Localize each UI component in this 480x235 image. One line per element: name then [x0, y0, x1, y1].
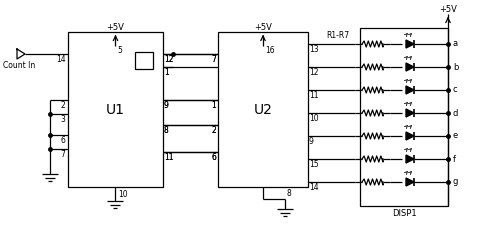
Text: +5V: +5V — [107, 23, 124, 31]
Text: 3: 3 — [60, 115, 65, 124]
Text: 8: 8 — [287, 189, 291, 198]
Text: d: d — [452, 109, 457, 118]
Text: 12: 12 — [308, 68, 318, 77]
Text: 8: 8 — [164, 126, 168, 135]
Text: 7: 7 — [211, 55, 216, 64]
Text: 1: 1 — [211, 101, 216, 110]
Text: 1: 1 — [211, 101, 216, 110]
Text: U2: U2 — [253, 102, 272, 117]
Text: 12: 12 — [164, 55, 173, 64]
Text: 5: 5 — [117, 46, 122, 55]
Text: 9: 9 — [164, 101, 168, 110]
Text: c: c — [452, 86, 456, 94]
Text: DISP1: DISP1 — [391, 209, 416, 219]
Text: 8: 8 — [164, 126, 168, 135]
Bar — [359, 28, 447, 206]
Text: 9: 9 — [308, 137, 313, 146]
Text: U1: U1 — [106, 102, 125, 117]
Text: 2: 2 — [60, 101, 65, 110]
Polygon shape — [405, 132, 413, 140]
Text: 9: 9 — [164, 101, 168, 110]
Text: 1: 1 — [164, 68, 168, 77]
Polygon shape — [405, 63, 413, 71]
Text: 7: 7 — [211, 55, 216, 64]
Text: 11: 11 — [164, 153, 173, 162]
Text: 12: 12 — [164, 55, 173, 64]
Text: 1: 1 — [164, 68, 168, 77]
Bar — [217, 32, 307, 187]
Text: 6: 6 — [211, 153, 216, 162]
Polygon shape — [405, 178, 413, 186]
Text: Count In: Count In — [3, 61, 35, 70]
Polygon shape — [405, 109, 413, 117]
Text: g: g — [452, 177, 457, 187]
Polygon shape — [405, 155, 413, 163]
Text: 2: 2 — [211, 126, 216, 135]
Text: 14: 14 — [56, 55, 66, 64]
Text: f: f — [452, 154, 455, 164]
Text: a: a — [452, 39, 457, 48]
Text: 11: 11 — [308, 91, 318, 100]
Text: 10: 10 — [308, 114, 318, 123]
Text: 6: 6 — [60, 136, 65, 145]
Text: 2: 2 — [211, 126, 216, 135]
Text: 13: 13 — [308, 45, 318, 54]
Text: b: b — [452, 63, 457, 71]
Text: 14: 14 — [308, 183, 318, 192]
Text: +5V: +5V — [438, 5, 456, 15]
Text: 10: 10 — [118, 190, 128, 199]
Text: e: e — [452, 132, 457, 141]
Polygon shape — [405, 40, 413, 48]
Bar — [68, 32, 163, 187]
Text: 7: 7 — [60, 150, 65, 159]
Polygon shape — [405, 86, 413, 94]
Text: R1-R7: R1-R7 — [326, 31, 349, 40]
Text: +5V: +5V — [253, 23, 271, 31]
Text: 6: 6 — [211, 153, 216, 162]
Text: 11: 11 — [164, 153, 173, 162]
Text: 15: 15 — [308, 160, 318, 169]
Bar — [135, 52, 153, 69]
Text: 16: 16 — [264, 46, 274, 55]
